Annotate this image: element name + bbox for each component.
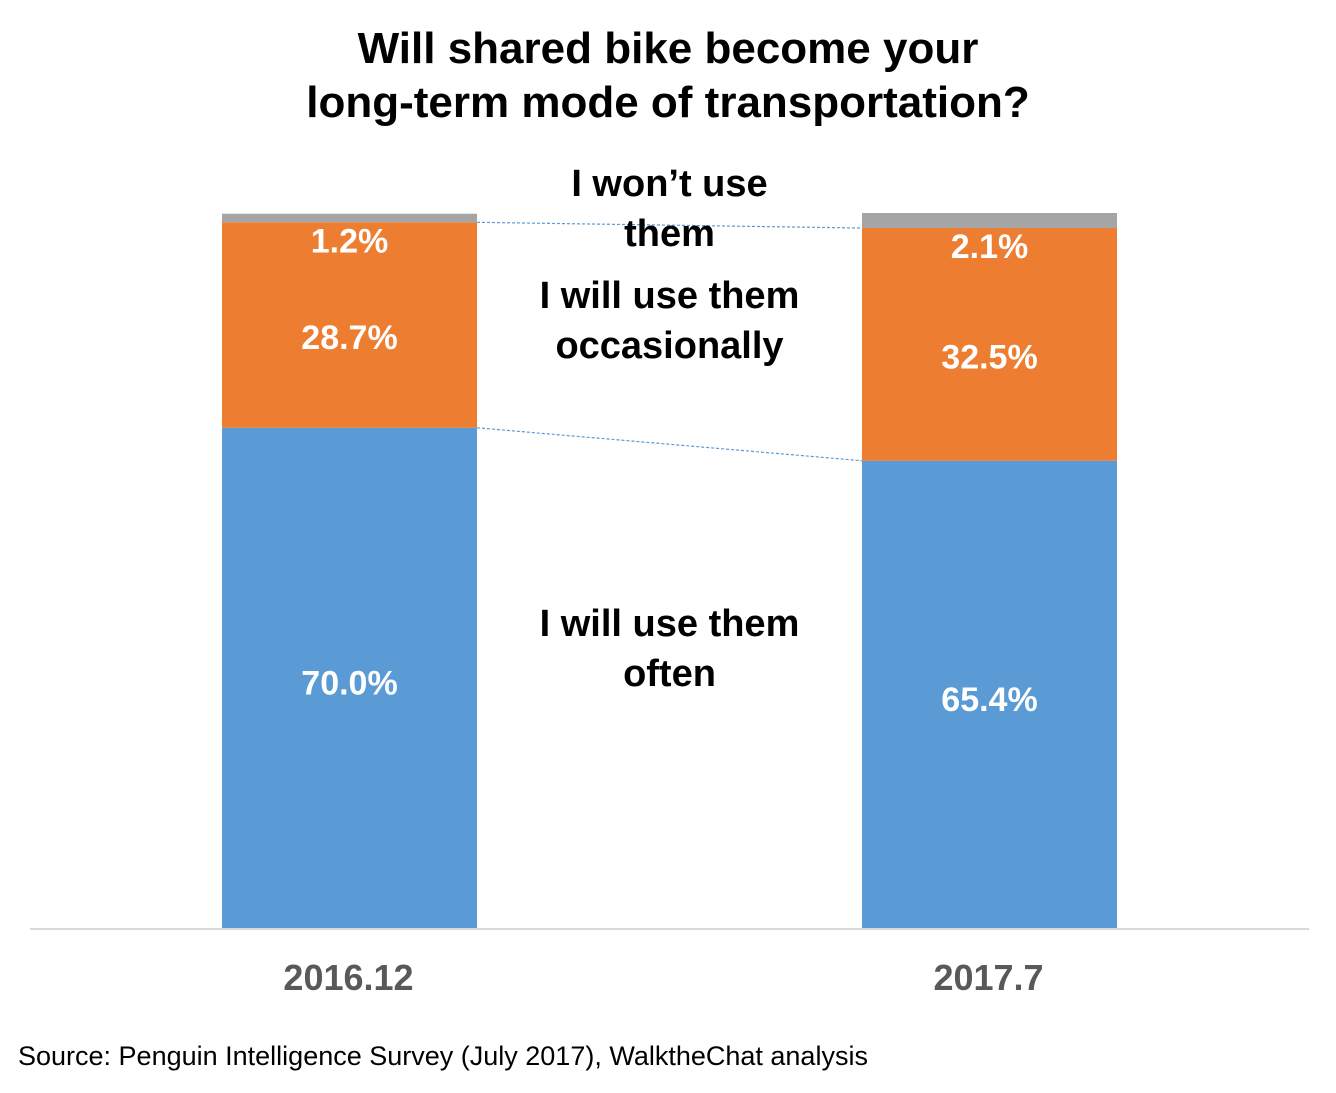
data-label-1-2016-12: 70.0%	[301, 664, 397, 702]
series-label-2-line-2: occasionally	[555, 325, 783, 367]
series-connector-line-2	[476, 221, 863, 229]
data-label-3-2016-12: 1.2%	[311, 222, 389, 260]
x-tick-label-2016-12: 2016.12	[283, 957, 413, 998]
bar-segment-2-2017-7	[862, 228, 1117, 461]
series-label-2-line-1: I will use them	[540, 275, 800, 317]
bar-segment-3-2016-12	[222, 213, 477, 223]
series-connector-line-1	[476, 427, 863, 462]
series-label-3-line-1: I won’t use	[571, 163, 767, 205]
series-label-1-line-1: I will use them	[540, 603, 800, 645]
data-label-2-2017-7: 32.5%	[941, 338, 1037, 376]
source-note: Source: Penguin Intelligence Survey (Jul…	[18, 1041, 868, 1071]
chart-title: Will shared bike become your long-term m…	[0, 22, 1336, 130]
bar-segment-3-2017-7	[862, 213, 1117, 229]
bar-segment-2-2016-12	[222, 222, 477, 428]
data-label-3-2017-7: 2.1%	[951, 228, 1029, 266]
chart-title-line-2: long-term mode of transportation?	[306, 78, 1030, 127]
data-label-2-2016-12: 28.7%	[301, 319, 397, 357]
series-label-3-line-2: them	[624, 213, 715, 255]
bar-segment-1-2017-7	[862, 460, 1117, 929]
x-tick-label-2017-7: 2017.7	[933, 957, 1043, 998]
bar-segment-1-2016-12	[222, 427, 477, 929]
data-label-1-2017-7: 65.4%	[941, 681, 1037, 719]
series-label-1-line-2: often	[623, 653, 716, 695]
chart-title-line-1: Will shared bike become your	[357, 24, 979, 73]
